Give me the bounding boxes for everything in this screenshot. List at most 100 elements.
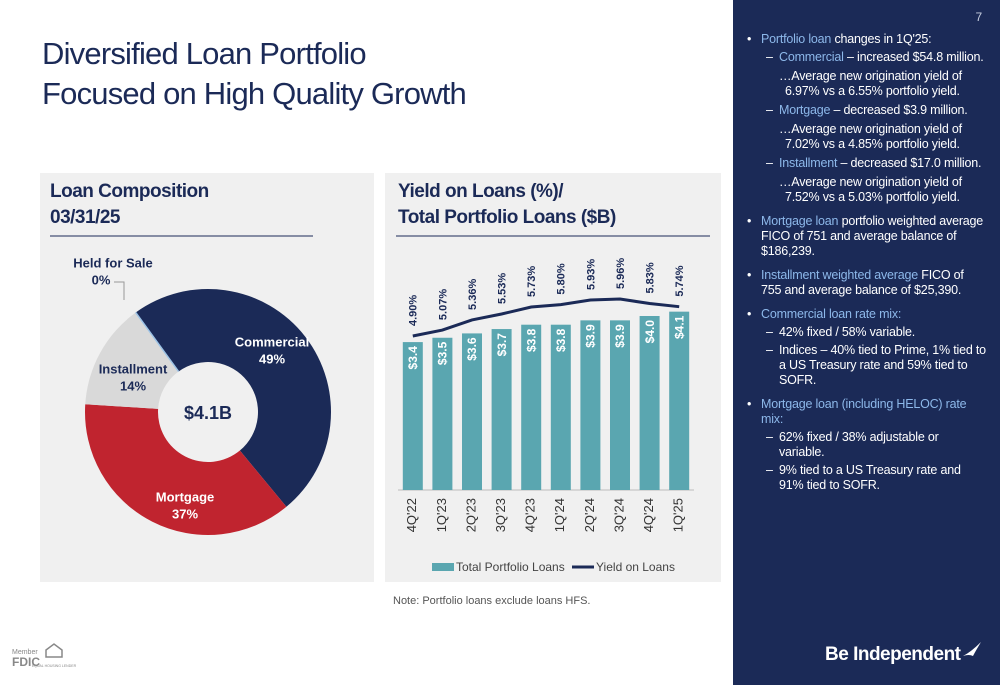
bullet-highlight: Installment weighted average [761,268,918,282]
x-tick-label: 1Q'24 [552,498,567,532]
bar-value-label: $3.4 [406,346,420,370]
sub-text: – increased $54.8 million. [846,50,984,64]
member-text: Member [12,649,38,656]
slice-value-label: 14% [120,378,146,393]
chart-title: 03/31/25 [50,207,121,228]
housing-icon [45,643,63,658]
housing-text: EQUAL HOUSING LENDER [32,664,77,668]
slice-label: Mortgage [156,489,215,504]
chart-title: Loan Composition [50,181,209,202]
sub-highlight: Mortgage [779,103,831,117]
x-tick-label: 4Q'22 [404,498,419,532]
sub-text: 42% fixed / 58% variable. [779,325,916,339]
bullet-highlight: Commercial loan rate mix: [761,307,902,321]
bar [669,311,690,490]
bar-value-label: $3.7 [495,333,509,357]
slice-label: Commercial [235,334,309,349]
logo-text: Be Independent [825,644,961,665]
sub-bullet: 62% fixed / 38% adjustable or variable. [766,430,986,460]
line-value-label: 5.93% [585,259,597,290]
x-tick-label: 4Q'24 [641,498,656,532]
line-value-label: 5.83% [645,262,657,293]
sub-text: 9% tied to a US Treasury rate and 91% ti… [779,463,961,492]
x-tick-label: 2Q'23 [463,498,478,532]
bar-value-label: $4.0 [643,320,657,344]
sub-bullet: Mortgage – decreased $3.9 million. [766,103,986,118]
sub-bullet: Installment – decreased $17.0 million. [766,156,986,171]
bullet-list: Portfolio loan changes in 1Q'25: Commerci… [747,32,986,493]
bullet: Mortgage loan portfolio weighted average… [747,214,986,259]
leader-line [114,281,125,300]
sub-highlight: Commercial [779,50,844,64]
legend-swatch [432,563,454,571]
sub-text: 62% fixed / 38% adjustable or variable. [779,430,939,459]
bullet-text: FICO of 755 and average balance of $25,3… [761,268,964,297]
slice-value-label: 49% [259,351,285,366]
bar-value-label: $3.6 [465,337,479,361]
sub-bullet: Indices – 40% tied to Prime, 1% tied to … [766,343,986,388]
pie-slice [85,312,179,409]
bar [432,337,453,490]
bar-value-label: $3.8 [554,328,568,352]
bullet-highlight: Portfolio loan [761,32,832,46]
chart-title: Yield on Loans (%)/ [398,181,564,202]
slice-value-label: 37% [172,506,198,521]
legend-label: Yield on Loans [596,560,675,574]
bar [639,316,660,490]
slice-label: Installment [99,361,168,376]
logo: Be Independent [825,640,983,665]
pie-slice [85,404,287,535]
bullet-text: portfolio weighted average FICO of 751 a… [761,214,984,258]
line-value-label: 5.53% [497,273,509,304]
bullet-highlight: Mortgage loan [761,214,839,228]
sub-note: …Average new origination yield of 6.97% … [779,69,962,98]
sub-text: – decreased $3.9 million. [833,103,968,117]
bar [610,320,630,490]
x-tick-label: 3Q'23 [493,498,508,532]
bar-value-label: $3.5 [436,341,450,365]
logo-bird [962,642,981,656]
line-value-label: 5.96% [615,258,627,289]
bar [521,324,542,490]
sub-bullet: 9% tied to a US Treasury rate and 91% ti… [766,463,986,493]
sidebar: 7 Portfolio loan changes in 1Q'25: Commer… [733,0,1000,685]
legend-label: Total Portfolio Loans [456,560,565,574]
line-value-label: 5.74% [674,265,686,296]
sub-highlight: Installment [779,156,838,170]
x-tick-label: 4Q'23 [523,498,538,532]
slice-label: Held for Sale [73,255,152,270]
bullet-highlight: Mortgage loan (including HELOC) rate mix… [761,397,967,426]
line [412,297,680,338]
sub-text: – decreased $17.0 million. [840,156,982,170]
slide-title: Diversified Loan Portfolio [42,36,366,71]
bullet: Commercial loan rate mix: 42% fixed / 58%… [747,307,986,388]
line-value-label: 4.90% [408,295,420,326]
line-value-label: 5.80% [556,263,568,294]
slice-value-label: 0% [92,272,111,287]
line-value-label: 5.73% [526,266,538,297]
center-label: $4.1B [184,403,232,423]
bar [580,320,601,490]
sub-bullet: 42% fixed / 58% variable. [766,325,986,340]
bullet: Mortgage loan (including HELOC) rate mix… [747,397,986,493]
sub-text: Indices – 40% tied to Prime, 1% tied to … [779,343,986,387]
line-value-label: 5.07% [437,289,449,320]
page-number: 7 [975,10,983,24]
sub-bullet: Commercial – increased $54.8 million. [766,50,986,65]
bar [402,342,423,490]
bar [491,329,512,490]
bullet: Installment weighted average FICO of 755… [747,268,986,298]
bar-value-label: $3.9 [613,324,627,348]
bar-value-label: $3.9 [584,324,598,348]
note: Note: Portfolio loans exclude loans HFS. [393,595,591,607]
x-tick-label: 1Q'23 [434,498,449,532]
sub-note: …Average new origination yield of 7.02% … [779,122,962,151]
bullet: Portfolio loan changes in 1Q'25: Commerci… [747,32,986,205]
sub-note: …Average new origination yield of 7.52% … [779,175,962,204]
bar-value-label: $3.8 [524,328,538,352]
line-value-label: 5.36% [467,279,479,310]
pie-slice [135,289,331,507]
bar [550,324,571,490]
x-tick-label: 3Q'24 [611,498,626,532]
